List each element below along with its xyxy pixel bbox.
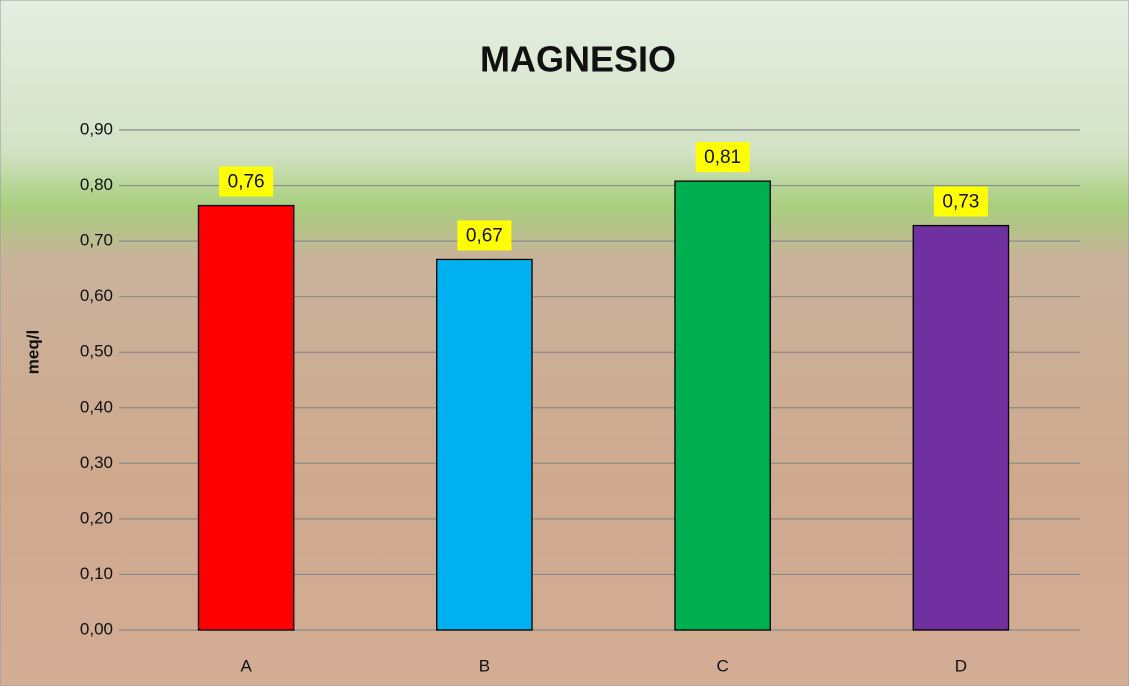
bar <box>436 258 533 631</box>
y-tick-label: 0,50 <box>80 342 113 361</box>
bar <box>674 180 771 631</box>
value-label: 0,76 <box>228 172 265 193</box>
chart-title: MAGNESIO <box>480 39 676 80</box>
y-tick-label: 0,40 <box>80 397 113 416</box>
x-tick-label: B <box>479 656 490 675</box>
y-tick-label: 0,70 <box>80 231 113 250</box>
bar <box>197 204 295 631</box>
y-tick-label: 0,60 <box>80 286 113 305</box>
x-tick-label: C <box>716 656 728 675</box>
y-tick-label: 0,90 <box>80 119 113 138</box>
y-tick-label: 0,20 <box>80 508 113 527</box>
x-tick-label: D <box>955 656 967 675</box>
value-label-bg <box>695 142 750 173</box>
value-label: 0,81 <box>704 147 741 168</box>
y-tick-label: 0,30 <box>80 453 113 472</box>
y-axis-label: meq/l <box>23 330 42 374</box>
y-tick-label: 0,80 <box>80 175 113 194</box>
value-label-bg <box>457 220 512 251</box>
value-label-bg <box>933 186 988 217</box>
x-tick-label: A <box>240 656 252 675</box>
y-tick-label: 0,00 <box>80 619 113 638</box>
y-tick-label: 0,10 <box>80 564 113 583</box>
value-label: 0,73 <box>942 192 979 213</box>
value-label-bg <box>219 166 274 197</box>
value-label: 0,67 <box>466 225 503 246</box>
bar <box>912 224 1010 631</box>
